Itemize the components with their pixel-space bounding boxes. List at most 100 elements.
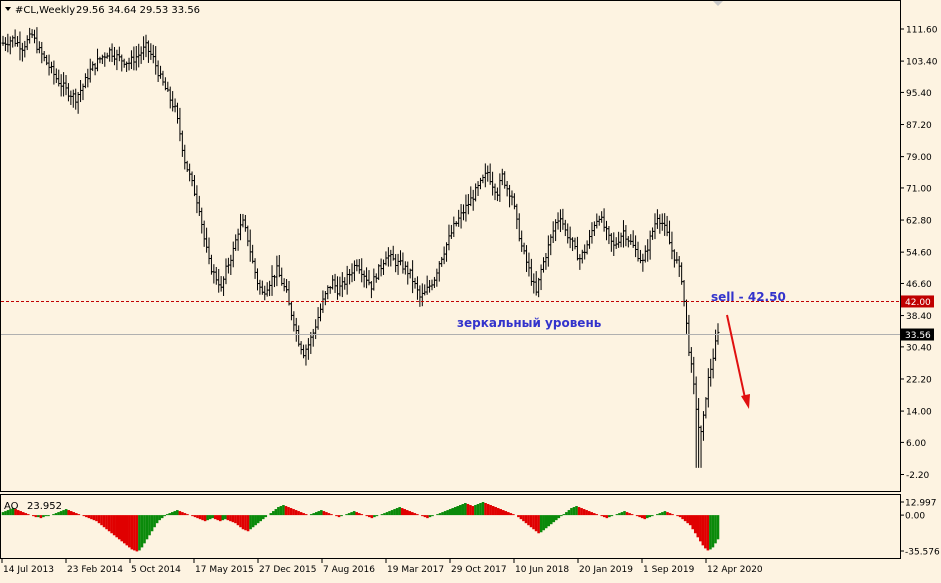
price-bar — [590, 222, 594, 244]
price-bar — [200, 207, 204, 234]
price-bar — [212, 264, 216, 284]
price-bar — [156, 60, 160, 82]
price-bar — [670, 231, 674, 260]
time-tick-label: 19 Mar 2017 — [387, 565, 444, 575]
price-bar — [537, 277, 541, 298]
price-bar — [159, 65, 163, 79]
mirror-level-annotation: зеркальный уровень — [457, 316, 602, 330]
price-bar — [665, 215, 669, 237]
price-bar — [42, 51, 46, 62]
levels: 42.00 33.56 — [1, 295, 934, 341]
price-bar — [161, 70, 165, 86]
price-bar — [379, 258, 383, 277]
level-price-label: 42.00 — [905, 298, 931, 308]
price-bar — [345, 265, 349, 295]
price-bar — [343, 277, 347, 290]
price-bar — [512, 193, 516, 210]
price-bar — [447, 224, 451, 251]
price-tick-label: 103.40 — [906, 58, 938, 68]
price-bar — [96, 48, 100, 72]
price-bar — [134, 46, 138, 71]
price-bar — [355, 259, 359, 272]
price-bar — [180, 130, 184, 157]
current-price-box — [901, 328, 934, 341]
price-bar — [558, 209, 562, 233]
price-bar — [6, 33, 10, 53]
level-price-box — [901, 295, 934, 308]
price-bar — [566, 223, 570, 244]
scroll-marker-icon[interactable] — [713, 1, 723, 6]
price-bar — [294, 317, 298, 342]
price-bar — [28, 27, 32, 44]
price-bar — [495, 187, 499, 202]
time-tick-label: 20 Jan 2019 — [579, 565, 633, 575]
price-bar — [103, 52, 107, 67]
price-bar — [314, 319, 318, 340]
price-bar — [498, 173, 502, 202]
price-bar — [127, 57, 131, 71]
price-bar — [357, 258, 361, 274]
time-tick-label: 5 Oct 2014 — [131, 565, 181, 575]
price-bar — [406, 261, 410, 285]
ao-tick-label: 0.00 — [905, 512, 925, 522]
price-bar — [59, 74, 63, 97]
price-bar — [54, 68, 58, 84]
price-bar — [139, 46, 143, 64]
time-tick-label: 23 Feb 2014 — [67, 565, 123, 575]
price-bar — [299, 341, 303, 355]
price-bar — [614, 237, 618, 249]
price-bar — [585, 240, 589, 255]
price-bar — [83, 73, 87, 89]
price-bar — [459, 204, 463, 229]
sell-arrow-icon — [726, 314, 750, 409]
price-bar — [132, 46, 136, 71]
price-bar — [694, 376, 698, 468]
price-bar — [348, 269, 352, 285]
time-tick-label: 10 Jun 2018 — [515, 565, 569, 575]
price-bar — [234, 234, 238, 251]
price-bar — [483, 163, 487, 188]
price-bar — [476, 181, 480, 197]
price-bar — [64, 75, 68, 96]
price-bar — [619, 232, 623, 248]
price-bar — [510, 190, 514, 206]
price-bar — [231, 241, 235, 268]
price-bar — [188, 163, 192, 182]
price-bar — [328, 285, 332, 294]
price-bar — [66, 83, 70, 102]
price-bar — [369, 281, 373, 299]
price-bar — [544, 253, 548, 270]
price-bar — [219, 276, 223, 292]
price-bar — [154, 46, 158, 75]
price-bar — [289, 301, 293, 321]
price-bar — [268, 280, 272, 297]
ao-axis: 12.997 0.00 -35.576 — [900, 499, 940, 558]
price-tick-label: 62.80 — [906, 217, 932, 227]
price-bars — [1, 27, 720, 468]
price-bar — [520, 230, 524, 252]
price-bar — [243, 214, 247, 232]
price-bar — [500, 168, 504, 186]
price-bar — [382, 259, 386, 275]
price-axis: 111.60 103.40 95.40 87.20 79.00 71.00 62.80 54.… — [900, 26, 938, 481]
price-bar — [578, 254, 582, 270]
indicator-name: AO — [4, 501, 19, 512]
price-bar — [151, 44, 155, 64]
price-bar — [275, 255, 279, 287]
price-bar — [641, 253, 645, 272]
price-tick-label: 46.60 — [906, 280, 932, 290]
price-bar — [372, 268, 376, 291]
price-bar — [239, 213, 243, 241]
price-bar — [30, 29, 34, 38]
dropdown-triangle-icon[interactable] — [5, 7, 11, 11]
price-bar — [110, 43, 114, 63]
price-tick-label: 22.20 — [906, 375, 932, 385]
price-bar — [653, 213, 657, 240]
price-bar — [365, 267, 369, 289]
price-bar — [1, 35, 5, 46]
price-bar — [79, 80, 83, 103]
price-tick-label: 95.40 — [906, 89, 932, 99]
price-bar — [115, 49, 119, 71]
price-tick-label: 87.20 — [906, 121, 932, 131]
